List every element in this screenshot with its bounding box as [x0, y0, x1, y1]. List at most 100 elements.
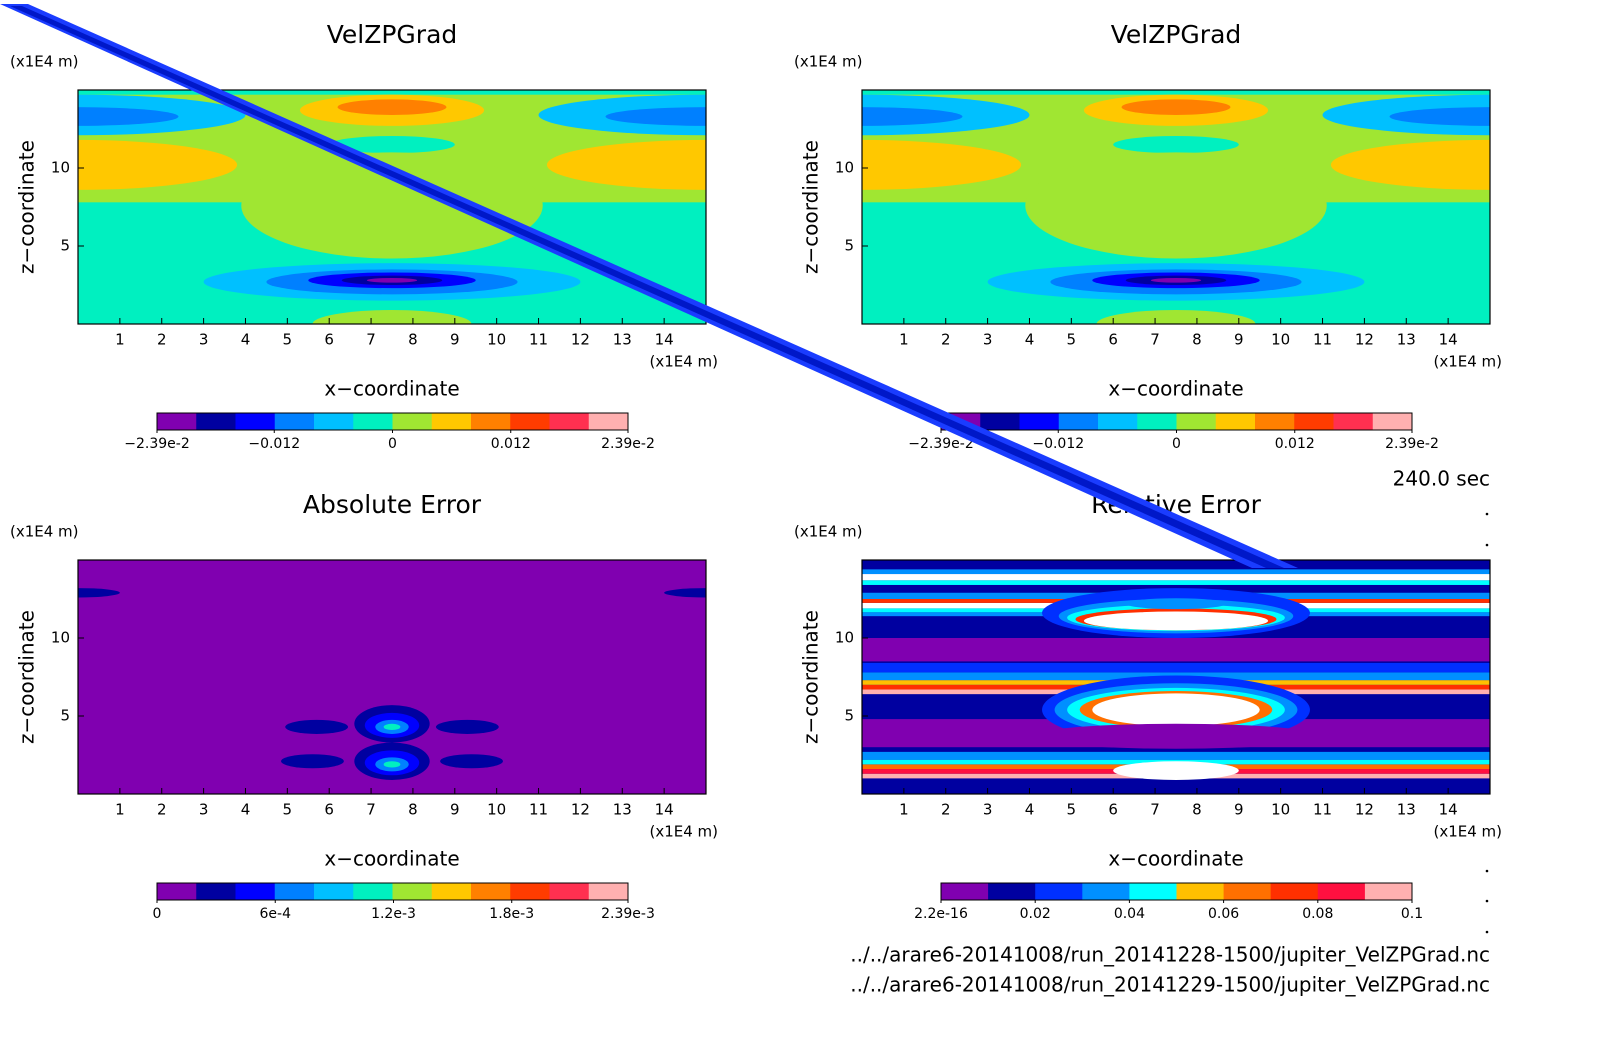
colorbar-label: 2.39e-2 — [601, 436, 655, 452]
x-tick-label: 12 — [571, 801, 590, 819]
colorbar-swatch — [392, 413, 433, 430]
contour-region — [1113, 136, 1239, 154]
contour-region — [281, 754, 344, 769]
colorbar-swatch — [1129, 883, 1177, 900]
x-unit: (x1E4 m) — [649, 353, 718, 371]
contour-field — [78, 560, 706, 794]
x-tick-label: 5 — [1067, 801, 1077, 819]
colorbar-swatch — [392, 883, 433, 900]
y-tick-label: 5 — [844, 707, 854, 725]
colorbar-swatch — [235, 413, 276, 430]
x-tick-label: 7 — [366, 801, 376, 819]
contour-region — [1083, 611, 1269, 631]
streak-core — [10, 6, 1284, 568]
colorbar-label: −2.39e-2 — [124, 436, 189, 452]
x-tick-label: 1 — [115, 331, 125, 349]
colorbar-swatch — [196, 413, 236, 430]
plot-frame — [77, 559, 707, 795]
colorbar-label: 0.06 — [1208, 906, 1239, 922]
colorbar-label: −0.012 — [1032, 436, 1084, 452]
colorbar-swatch — [471, 413, 511, 430]
contour-region — [1330, 139, 1490, 190]
colorbar-swatch — [988, 883, 1036, 900]
colorbar-frame — [156, 882, 629, 901]
contour-region — [337, 99, 447, 115]
colorbar-swatch — [1098, 413, 1138, 430]
y-tick-label: 5 — [60, 707, 70, 725]
colorbar-swatch — [549, 413, 590, 430]
colorbar-swatch — [1294, 413, 1334, 430]
contour-region — [1113, 761, 1239, 780]
contour-region — [78, 139, 238, 190]
contour-region — [435, 719, 499, 734]
colorbar-label: 0.04 — [1114, 906, 1145, 922]
colorbar-label: 0.08 — [1302, 906, 1333, 922]
panel-title: VelZPGrad — [327, 20, 458, 49]
colorbar-label: 2.39e-2 — [1385, 436, 1439, 452]
contour-region — [664, 588, 706, 598]
colorbar-label: 0.012 — [1275, 436, 1315, 452]
contour-region — [1150, 277, 1202, 283]
x-axis-label: x−coordinate — [1108, 377, 1243, 401]
y-tick-label: 5 — [60, 237, 70, 255]
colorbar-swatch — [1255, 413, 1295, 430]
contour-region — [1092, 693, 1260, 727]
contour-region — [1096, 309, 1256, 324]
x-tick-label: 9 — [1234, 801, 1244, 819]
x-tick-label: 13 — [613, 331, 632, 349]
contour-region — [78, 107, 179, 126]
colorbar-label: −0.012 — [248, 436, 300, 452]
x-unit: (x1E4 m) — [1433, 823, 1502, 841]
contour-region — [383, 761, 401, 768]
colorbar-swatch — [274, 413, 315, 430]
x-tick-label: 11 — [1313, 331, 1332, 349]
x-tick-label: 3 — [983, 331, 993, 349]
x-tick-label: 3 — [199, 331, 209, 349]
x-tick-label: 14 — [1439, 331, 1458, 349]
contour-field — [78, 90, 706, 324]
contour-region — [383, 723, 401, 731]
x-tick-label: 8 — [408, 801, 418, 819]
x-tick-label: 13 — [613, 801, 632, 819]
colorbar-swatch — [196, 883, 236, 900]
y-unit: (x1E4 m) — [794, 53, 863, 71]
x-tick-label: 4 — [241, 801, 251, 819]
x-axis-label: x−coordinate — [1108, 847, 1243, 871]
contour-region — [546, 139, 706, 190]
contour-band — [862, 662, 1490, 673]
contour-region — [1121, 99, 1231, 115]
contour-region — [329, 136, 455, 154]
x-tick-label: 9 — [450, 801, 460, 819]
colorbar-swatch — [510, 413, 550, 430]
colorbar-swatch — [1215, 413, 1256, 430]
y-tick-label: 10 — [835, 159, 854, 177]
colorbar-swatch — [1058, 413, 1099, 430]
colorbar-label: 1.8e-3 — [489, 906, 534, 922]
colorbar-swatch — [588, 413, 629, 430]
colorbar-swatch — [1317, 883, 1366, 900]
colorbar-swatch — [314, 413, 354, 430]
colorbar-swatch — [1372, 413, 1413, 430]
x-tick-label: 1 — [899, 331, 909, 349]
contour-region — [241, 152, 543, 259]
contour-region — [862, 139, 1022, 190]
colorbar-swatch — [157, 413, 197, 430]
x-tick-label: 8 — [408, 331, 418, 349]
y-axis-label: z−coordinate — [15, 140, 39, 274]
file-path: ../../arare6-20141008/run_20141228-1500/… — [850, 943, 1490, 967]
contour-region — [366, 277, 418, 283]
x-tick-label: 4 — [241, 331, 251, 349]
x-tick-label: 5 — [283, 331, 293, 349]
colorbar-swatch — [1176, 413, 1217, 430]
colorbar-swatch — [314, 883, 354, 900]
colorbar-label: 6e-4 — [260, 906, 292, 922]
x-tick-label: 8 — [1192, 801, 1202, 819]
x-tick-label: 10 — [487, 801, 506, 819]
x-tick-label: 3 — [983, 801, 993, 819]
colorbar-swatch — [1035, 883, 1083, 900]
contour-region — [312, 309, 472, 324]
colorbar-swatch — [549, 883, 590, 900]
x-tick-label: 13 — [1397, 331, 1416, 349]
x-tick-label: 6 — [324, 331, 334, 349]
